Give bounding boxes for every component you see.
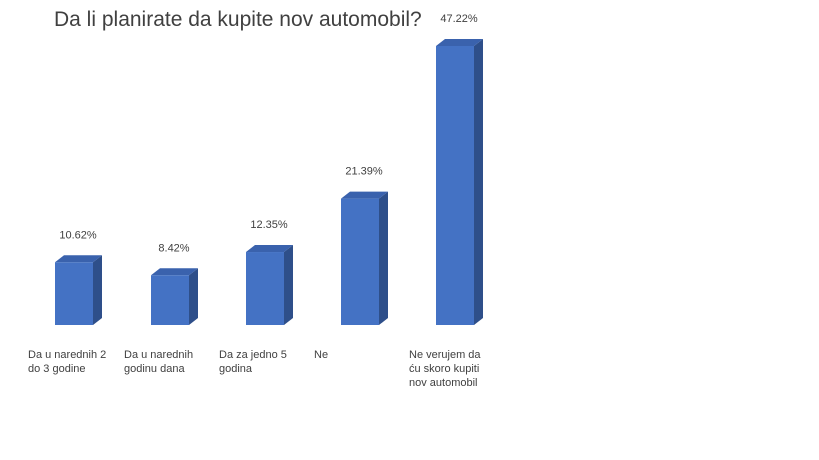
bar-side xyxy=(189,268,198,325)
category-label-line: ću skoro kupiti xyxy=(409,363,479,375)
category-label-line: Ne verujem da xyxy=(409,349,481,361)
category-label-line: Da za jedno 5 xyxy=(219,349,287,361)
category-label-line: Da u narednih xyxy=(124,349,193,361)
bar xyxy=(341,198,379,325)
bar xyxy=(151,275,189,325)
bar-side xyxy=(474,39,483,325)
bar-top xyxy=(55,255,102,263)
data-label: 21.39% xyxy=(345,166,383,178)
bar-side xyxy=(379,191,388,325)
bar-top xyxy=(436,39,483,46)
bar-top xyxy=(151,268,198,276)
category-label-line: godina xyxy=(219,363,253,375)
bar xyxy=(246,252,284,325)
category-label: Ne verujem da ću skoro kupiti nov automobi… xyxy=(409,349,481,389)
data-label: 47.22% xyxy=(440,13,478,25)
bar-top xyxy=(246,245,293,253)
bar-side xyxy=(284,245,293,325)
category-label-line: do 3 godine xyxy=(28,363,86,375)
category-label-line: nov automobil xyxy=(409,377,478,389)
category-label-line: Ne xyxy=(314,349,328,361)
bar xyxy=(436,46,474,325)
bar-top xyxy=(341,191,388,199)
category-label: Da za jedno 5 godina xyxy=(219,349,287,375)
category-label: Ne xyxy=(314,349,328,361)
data-label: 8.42% xyxy=(158,242,189,254)
category-label: Da u narednih 2 do 3 godine xyxy=(28,349,106,375)
chart-title: Da li planirate da kupite nov automobil? xyxy=(54,8,422,31)
data-label: 12.35% xyxy=(250,219,288,231)
bar-side xyxy=(93,255,102,325)
category-label: Da u narednih godinu dana xyxy=(124,349,193,375)
bar xyxy=(55,262,93,325)
category-label-line: godinu dana xyxy=(124,363,185,375)
category-label-line: Da u narednih 2 xyxy=(28,349,106,361)
data-label: 10.62% xyxy=(59,229,97,241)
